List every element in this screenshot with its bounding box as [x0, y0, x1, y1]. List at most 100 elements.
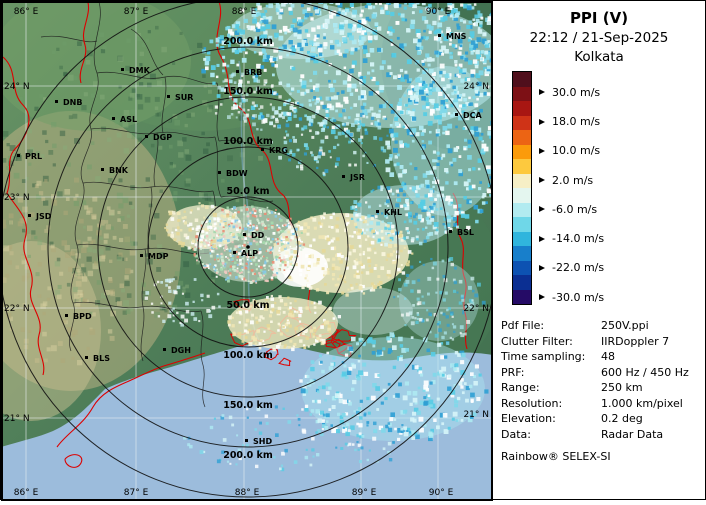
info-panel: PPI (V) 22:12 / 21-Sep-2025 Kolkata 30.0…: [493, 1, 705, 499]
station-dot: [236, 70, 239, 73]
info-row: Pdf File:250V.ppi: [501, 318, 703, 334]
info-label: Clutter Filter:: [501, 335, 601, 348]
station-label: MDP: [148, 252, 169, 261]
station-label: JSR: [349, 173, 365, 182]
scale-label: 18.0 m/s: [552, 115, 600, 128]
longitude-label: 90° E: [426, 7, 451, 17]
longitude-label: 87° E: [124, 488, 149, 498]
scale-tick: -14.0 m/s: [539, 232, 604, 245]
info-row: PRF:600 Hz / 450 Hz: [501, 365, 703, 381]
longitude-label: 90° E: [429, 488, 454, 498]
station-dot: [28, 214, 31, 217]
station-label: PRL: [25, 152, 42, 161]
info-value: 0.2 deg: [601, 412, 703, 425]
station-dot: [218, 171, 221, 174]
station-label: JSD: [35, 212, 52, 221]
scale-label: 2.0 m/s: [552, 174, 593, 187]
station-dot: [438, 34, 441, 37]
scale-label: -14.0 m/s: [552, 232, 604, 245]
colorbar-segment: [513, 116, 531, 131]
software-credit: Rainbow® SELEX-SI: [501, 450, 611, 463]
info-row: Elevation:0.2 deg: [501, 411, 703, 427]
colorbar-segment: [513, 159, 531, 174]
scale-arrow-icon: [539, 206, 545, 212]
station-label: BRB: [244, 68, 262, 77]
station-dot: [85, 356, 88, 359]
colorbar-segment: [513, 87, 531, 102]
station-label: KHL: [384, 208, 402, 217]
colorbar-segment: [513, 145, 531, 160]
info-label: Elevation:: [501, 412, 601, 425]
latitude-label: 22° N: [4, 304, 30, 314]
colorbar-segment: [513, 203, 531, 218]
station-label: ALP: [241, 249, 258, 258]
info-row: Data:Radar Data: [501, 427, 703, 443]
station-dot: [55, 100, 58, 103]
info-row: Clutter Filter:IIRDoppler 7: [501, 334, 703, 350]
colorbar-segment: [513, 246, 531, 261]
info-value: Radar Data: [601, 428, 703, 441]
station-label: KRG: [269, 146, 288, 155]
scale-tick: 10.0 m/s: [539, 144, 600, 157]
station-label: BPD: [73, 312, 92, 321]
ring-label: 150.0 km: [223, 400, 273, 411]
ring-label: 50.0 km: [227, 186, 270, 197]
station-dot: [121, 68, 124, 71]
scale-arrow-icon: [539, 119, 545, 125]
ring-label: 100.0 km: [223, 136, 273, 147]
colorbar-segment: [513, 217, 531, 232]
scale-arrow-icon: [539, 148, 545, 154]
info-value: 250 km: [601, 381, 703, 394]
scan-timestamp: 22:12 / 21-Sep-2025: [493, 30, 705, 46]
station-label: DMK: [129, 66, 151, 75]
station-dot: [243, 233, 246, 236]
longitude-label: 88° E: [235, 488, 260, 498]
station-label: DCA: [463, 111, 483, 120]
velocity-color-scale: 30.0 m/s 18.0 m/s 10.0 m/s 2.0 m/s -6.0 m/s -…: [512, 71, 702, 305]
ring-label: 200.0 km: [223, 36, 273, 47]
info-label: Resolution:: [501, 397, 601, 410]
scale-tick: 30.0 m/s: [539, 86, 600, 99]
station-label: BLS: [93, 354, 110, 363]
station-label: BDW: [226, 169, 248, 178]
station-label: DGP: [153, 133, 172, 142]
latitude-label: 21° N: [4, 414, 30, 424]
station-label: DGH: [171, 346, 191, 355]
station-label: DD: [251, 231, 265, 240]
station-label: BSL: [457, 228, 474, 237]
colorbar-segment: [513, 72, 531, 87]
station-dot: [101, 168, 104, 171]
scale-tick: 18.0 m/s: [539, 115, 600, 128]
latitude-label: 22° N: [463, 304, 489, 314]
colorbar-segment: [513, 174, 531, 189]
info-label: Range:: [501, 381, 601, 394]
station-label: SHD: [253, 437, 272, 446]
station-dot: [376, 210, 379, 213]
station-dot: [245, 439, 248, 442]
colorbar-segment: [513, 290, 531, 305]
scale-tick: -30.0 m/s: [539, 291, 604, 304]
station-label: BNK: [109, 166, 129, 175]
scale-label: -6.0 m/s: [552, 203, 597, 216]
longitude-label: 86° E: [14, 7, 39, 17]
info-label: Time sampling:: [501, 350, 601, 363]
longitude-label: 87° E: [124, 7, 149, 17]
station-dot: [167, 95, 170, 98]
station-dot: [163, 348, 166, 351]
station-label: DNB: [63, 98, 82, 107]
scale-arrow-icon: [539, 177, 545, 183]
station-dot: [455, 113, 458, 116]
ring-label: 100.0 km: [223, 350, 273, 361]
colorbar-segment: [513, 188, 531, 203]
info-row: Time sampling:48: [501, 349, 703, 365]
latitude-label: 24° N: [463, 82, 489, 92]
colorbar-segment: [513, 275, 531, 290]
info-label: PRF:: [501, 366, 601, 379]
info-label: Pdf File:: [501, 319, 601, 332]
station-dot: [140, 254, 143, 257]
colorbar-segment: [513, 130, 531, 145]
colorbar-segment: [513, 101, 531, 116]
